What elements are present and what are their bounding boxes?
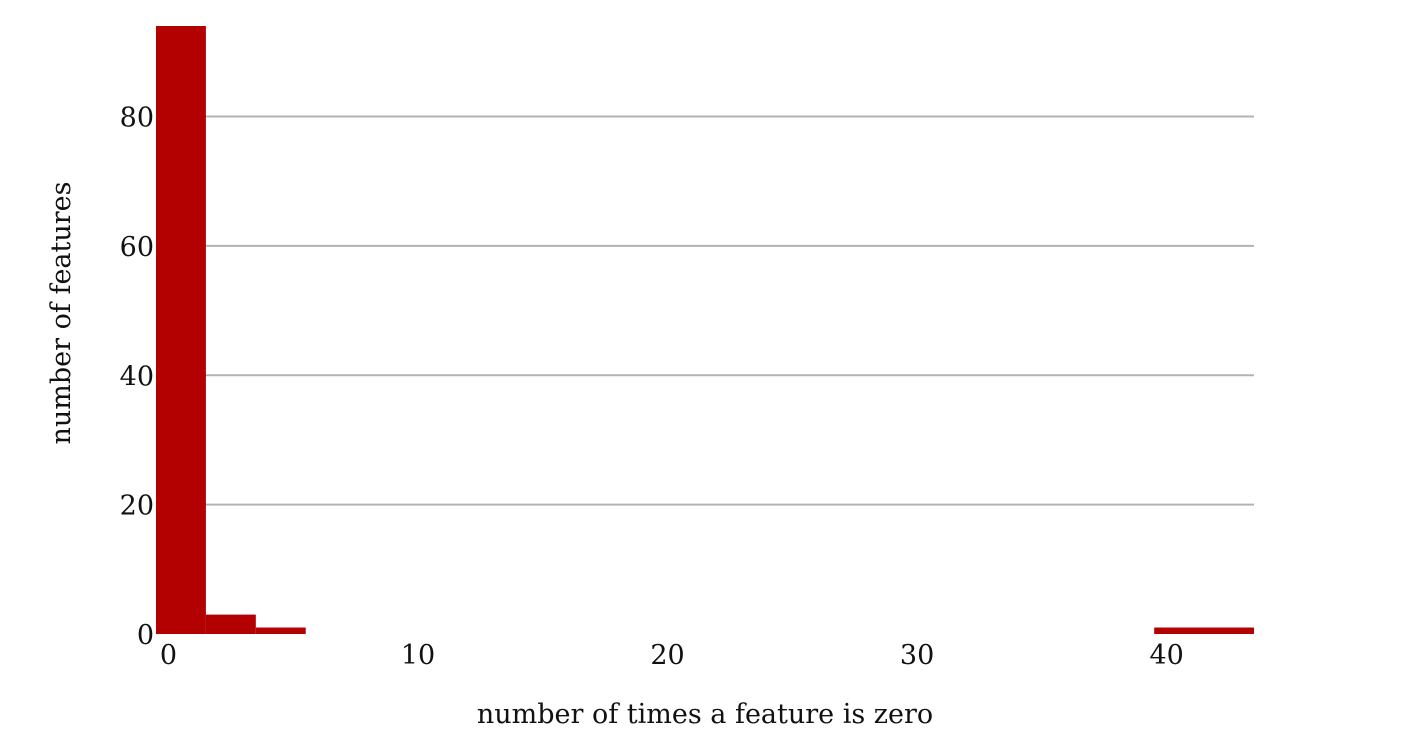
y-tick-label-40: 40: [120, 361, 154, 392]
x-tick-label-10: 10: [401, 640, 435, 671]
x-tick-labels: 0 10 20 30 40: [160, 640, 1184, 671]
y-tick-label-0: 0: [137, 620, 154, 651]
x-tick-label-40: 40: [1149, 640, 1183, 671]
y-tick-label-20: 20: [120, 491, 154, 522]
histogram-bar-2: [255, 627, 306, 634]
x-tick-label-20: 20: [650, 640, 684, 671]
histogram-bar-0: [156, 26, 206, 634]
y-axis-label: number of features: [46, 181, 77, 444]
x-tick-label-0: 0: [160, 640, 177, 671]
histogram-bar-3: [1154, 627, 1254, 634]
histogram-bar-1: [205, 614, 256, 634]
y-tick-label-60: 60: [120, 232, 154, 263]
y-tick-labels: 0 20 40 60 80: [120, 103, 154, 651]
x-axis-label: number of times a feature is zero: [477, 699, 933, 730]
bars: [156, 26, 1254, 634]
gridlines: [156, 115, 1254, 506]
y-tick-label-80: 80: [120, 103, 154, 134]
x-tick-label-30: 30: [900, 640, 934, 671]
